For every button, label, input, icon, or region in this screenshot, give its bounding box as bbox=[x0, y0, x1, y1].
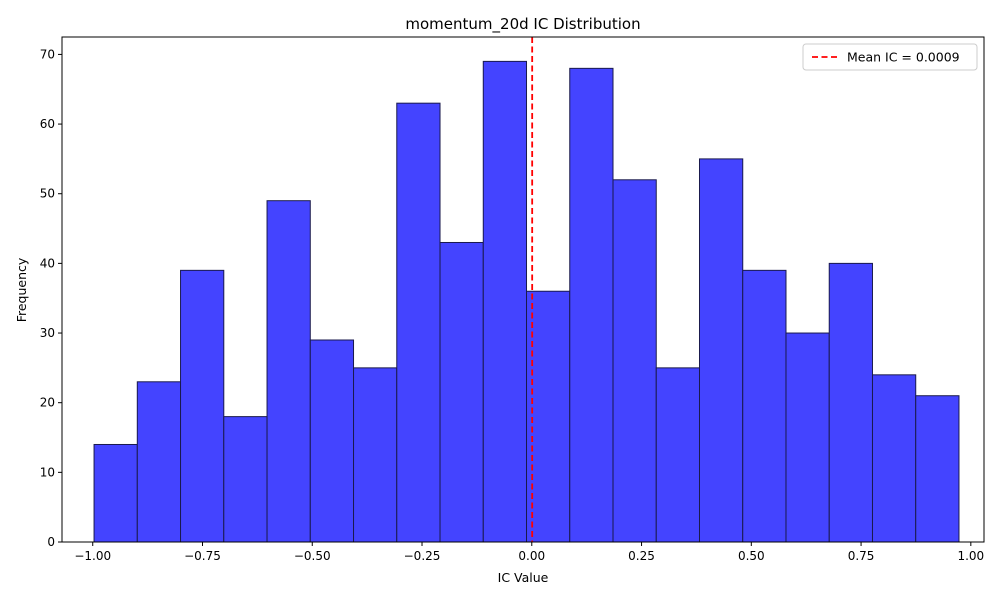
plot-frame bbox=[61, 36, 985, 543]
y-tick-label: 50 bbox=[40, 187, 55, 201]
x-tick-label: 0.00 bbox=[518, 549, 545, 563]
y-tick-label: 70 bbox=[40, 47, 55, 61]
histogram-bar bbox=[309, 339, 355, 543]
histogram-bar bbox=[439, 241, 484, 543]
bars-group bbox=[93, 60, 960, 543]
x-tick-label: 0.50 bbox=[738, 549, 765, 563]
histogram-bar bbox=[612, 179, 657, 543]
histogram-bar bbox=[93, 443, 138, 543]
x-tick-label: −0.25 bbox=[404, 549, 441, 563]
x-tick-label: −0.75 bbox=[184, 549, 221, 563]
histogram-bar bbox=[655, 367, 700, 543]
legend-box bbox=[802, 43, 978, 71]
chart-title: momentum_20d IC Distribution bbox=[405, 15, 640, 34]
x-axis: −1.00 −0.75 −0.50 −0.25 0.00 0.25 0.50 0.75 1.00 bbox=[74, 542, 984, 563]
histogram-bar bbox=[396, 102, 441, 543]
x-tick-label: 0.75 bbox=[848, 549, 875, 563]
legend: Mean IC = 0.0009 bbox=[802, 43, 978, 71]
histogram-bar bbox=[223, 416, 268, 543]
x-axis-label: IC Value bbox=[498, 570, 549, 585]
histogram-bar bbox=[136, 381, 182, 543]
x-tick-label: −1.00 bbox=[74, 549, 111, 563]
legend-label: Mean IC = 0.0009 bbox=[847, 50, 960, 65]
histogram-bar bbox=[526, 290, 571, 543]
y-tick-label: 10 bbox=[40, 465, 55, 479]
histogram-bar bbox=[266, 200, 311, 543]
histogram-bar bbox=[698, 158, 744, 543]
y-axis-label: Frequency bbox=[14, 257, 29, 322]
histogram-bar bbox=[482, 60, 528, 543]
x-tick-label: −0.50 bbox=[294, 549, 331, 563]
histogram-bar bbox=[828, 262, 873, 543]
histogram-bar bbox=[569, 67, 614, 543]
x-tick-label: 1.00 bbox=[957, 549, 984, 563]
y-tick-label: 0 bbox=[47, 535, 55, 549]
histogram-bar bbox=[180, 269, 225, 543]
histogram-bar bbox=[915, 395, 960, 543]
y-tick-label: 40 bbox=[40, 256, 55, 270]
y-tick-label: 60 bbox=[40, 117, 55, 131]
histogram-bar bbox=[785, 332, 830, 543]
y-tick-label: 30 bbox=[40, 326, 55, 340]
y-axis: 0 10 20 30 40 50 60 70 bbox=[40, 47, 62, 549]
histogram-bar bbox=[742, 269, 787, 543]
histogram-bar bbox=[353, 367, 398, 543]
x-tick-label: 0.25 bbox=[628, 549, 655, 563]
y-tick-label: 20 bbox=[40, 396, 55, 410]
histogram-bar bbox=[871, 374, 917, 543]
